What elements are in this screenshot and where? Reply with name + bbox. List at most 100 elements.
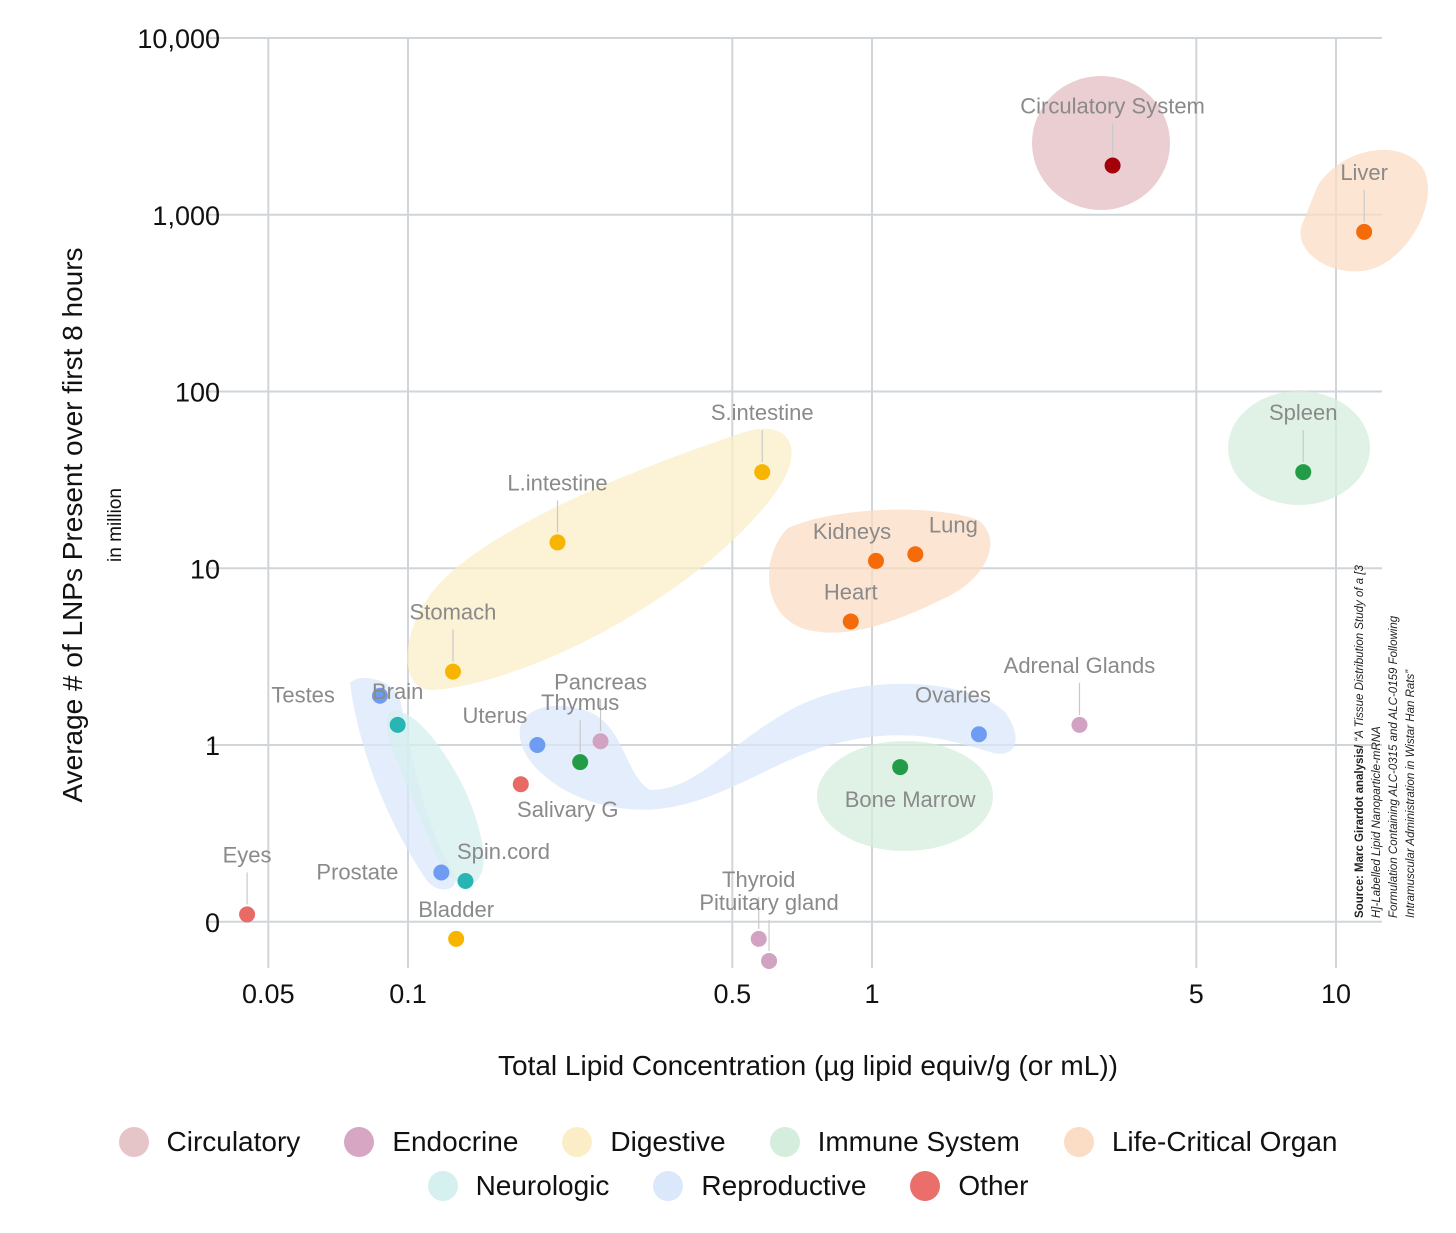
data-point xyxy=(389,716,406,733)
legend-label: Immune System xyxy=(817,1126,1020,1157)
point-label: Testes xyxy=(271,683,335,708)
point-label: Adrenal Glands xyxy=(1004,653,1156,678)
data-point xyxy=(371,687,388,704)
x-tick-label: 1 xyxy=(864,979,879,1009)
point-labels: Circulatory System Liver Spleen S.intestine… xyxy=(223,93,1388,921)
legend-item: Endocrine xyxy=(344,1126,518,1158)
data-point xyxy=(907,546,924,563)
legend-item: Life-Critical Organ xyxy=(1063,1126,1338,1158)
legend-swatch xyxy=(427,1171,458,1201)
y-tick-label: 1,000 xyxy=(152,201,220,231)
region-digestive xyxy=(407,428,792,691)
data-point xyxy=(842,613,859,630)
legend-swatch xyxy=(562,1127,593,1157)
legend-swatch xyxy=(344,1127,375,1157)
x-tick-label: 10 xyxy=(1321,979,1351,1009)
point-label: Ovaries xyxy=(915,682,991,707)
y-axis-subtitle: in million xyxy=(105,488,126,562)
data-points xyxy=(239,157,1373,969)
legend-item: Reproductive xyxy=(653,1170,866,1202)
region-neurologic xyxy=(386,711,484,886)
legend-item: Digestive xyxy=(562,1126,726,1158)
grid-lines xyxy=(208,37,1382,968)
svg-text:Source: Marc Girardot analysis: Source: Marc Girardot analysis/ “A Tissu… xyxy=(1354,564,1366,918)
point-label: Salivary G xyxy=(517,797,618,822)
point-label: Eyes xyxy=(223,842,272,867)
region-circulatory xyxy=(1032,76,1170,210)
y-tick-label: 1 xyxy=(205,731,220,761)
legend-swatch xyxy=(118,1127,149,1157)
source-line: Formulation Containing ALC-0315 and ALC-… xyxy=(1388,615,1400,918)
y-tick-label: 10 xyxy=(190,554,220,584)
scatter-chart: Circulatory System Liver Spleen S.intestine… xyxy=(57,24,1428,1081)
point-label: Spleen xyxy=(1269,400,1338,425)
data-point xyxy=(448,930,465,947)
x-tick-label: 0.05 xyxy=(242,979,295,1009)
legend-row-1: Circulatory Endocrine Digestive Immune Syst… xyxy=(0,1126,1456,1158)
x-axis-title: Total Lipid Concentration (µg lipid equi… xyxy=(498,1050,1118,1081)
legend-label: Reproductive xyxy=(701,1170,867,1201)
x-tick-label: 0.5 xyxy=(714,979,752,1009)
point-label: L.intestine xyxy=(507,470,607,495)
data-point xyxy=(1295,464,1312,481)
legend-label: Endocrine xyxy=(392,1126,519,1157)
legend-swatch xyxy=(910,1171,941,1201)
point-label: Kidneys xyxy=(813,519,891,544)
legend-row-2: Neurologic Reproductive Other xyxy=(0,1170,1456,1202)
point-label: Thyroid xyxy=(722,867,795,892)
data-point xyxy=(892,759,909,776)
data-point xyxy=(457,873,474,890)
region-reproductive xyxy=(519,683,1016,810)
data-point xyxy=(572,754,589,771)
legend-label: Digestive xyxy=(610,1126,726,1157)
legend-item: Other xyxy=(910,1170,1028,1202)
region-immune-system xyxy=(817,741,993,851)
data-point xyxy=(867,552,884,569)
point-label: Thymus xyxy=(541,690,619,715)
x-tick-label: 0.1 xyxy=(389,979,427,1009)
point-label: Stomach xyxy=(410,600,497,625)
data-point xyxy=(761,952,778,969)
legend-label: Other xyxy=(958,1170,1029,1201)
legend-label: Life-Critical Organ xyxy=(1111,1126,1338,1157)
point-label: Pancreas xyxy=(554,669,647,694)
legend-item: Immune System xyxy=(769,1126,1020,1158)
data-point xyxy=(529,737,546,753)
y-tick-label: 10,000 xyxy=(137,24,220,54)
point-label: Pituitary gland xyxy=(699,890,838,915)
source-line: Intramuscular Administration in Wistar H… xyxy=(1405,669,1417,918)
legend-item: Neurologic xyxy=(427,1170,609,1202)
y-tick-label: 100 xyxy=(175,378,220,408)
data-point xyxy=(1104,157,1121,174)
label-leader-lines xyxy=(246,123,1365,951)
legend-swatch xyxy=(1063,1127,1094,1157)
legend-label: Circulatory xyxy=(166,1126,301,1157)
data-point xyxy=(512,776,529,793)
data-point xyxy=(444,663,461,680)
point-label: Circulatory System xyxy=(1020,93,1205,118)
data-point xyxy=(970,726,987,743)
data-point xyxy=(549,534,566,551)
source-line: “A Tissue Distribution Study of a [3 xyxy=(1354,564,1366,741)
y-tick-label: 0 xyxy=(205,908,220,938)
source-note: Source: Marc Girardot analysis/ “A Tissu… xyxy=(1354,564,1417,918)
data-point xyxy=(1071,716,1088,733)
legend-item: Circulatory xyxy=(118,1126,301,1158)
point-label: Liver xyxy=(1340,160,1388,185)
legend-swatch xyxy=(769,1127,800,1157)
data-point xyxy=(1356,223,1373,240)
point-label: Prostate xyxy=(316,859,398,884)
legend-swatch xyxy=(653,1171,684,1201)
region-immune-system xyxy=(1228,391,1370,505)
point-label: Bladder xyxy=(418,897,494,922)
point-label: Lung xyxy=(929,512,978,537)
source-author: Source: Marc Girardot analysis/ xyxy=(1354,744,1366,918)
y-axis-title: Average # of LNPs Present over first 8 h… xyxy=(57,247,88,802)
point-label: Heart xyxy=(824,579,878,604)
point-label: Bone Marrow xyxy=(845,787,976,812)
source-line: H]-Labelled Lipid Nanoparticle-mRNA xyxy=(1371,726,1383,918)
x-tick-label: 5 xyxy=(1189,979,1204,1009)
point-label: Brain xyxy=(372,679,423,704)
data-point xyxy=(239,906,256,923)
